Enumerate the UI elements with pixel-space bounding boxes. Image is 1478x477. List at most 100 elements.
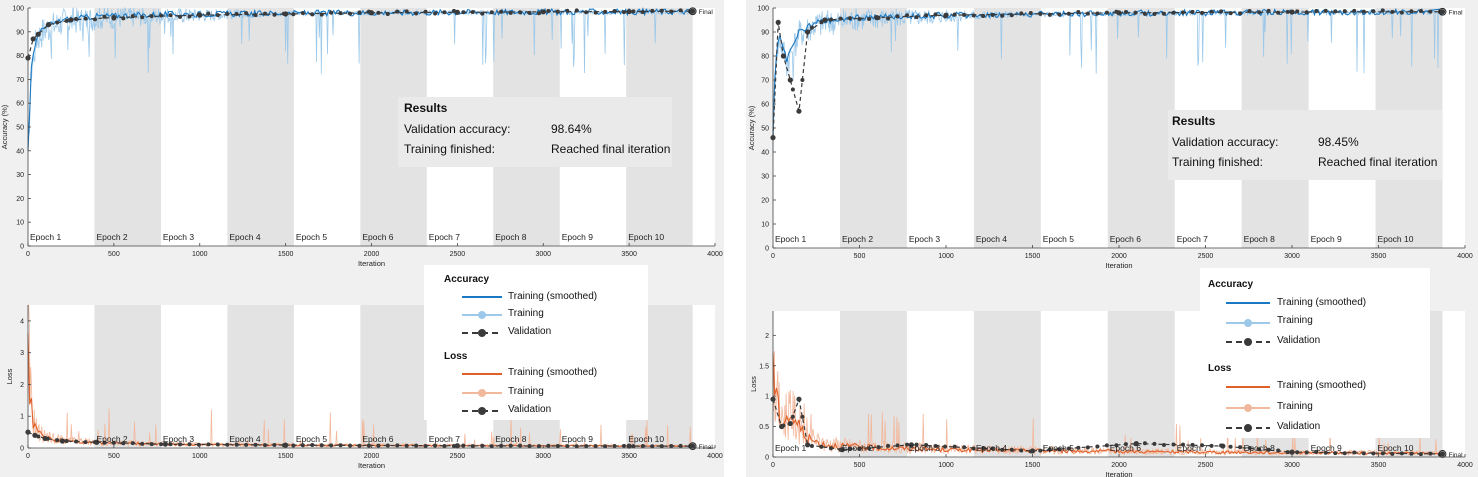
validation-point xyxy=(678,8,683,13)
validation-point xyxy=(1171,10,1176,15)
x-tick-label: 3500 xyxy=(1371,462,1387,469)
y-tick-label: 100 xyxy=(757,6,769,13)
validation-point xyxy=(1428,451,1433,456)
panel-separator xyxy=(724,0,746,477)
validation-point xyxy=(376,10,381,15)
epoch-label: Epoch 9 xyxy=(1311,443,1342,453)
legend-accuracy-item: Training (smoothed) xyxy=(1277,297,1367,308)
x-axis-title: Iteration xyxy=(1105,261,1132,270)
epoch-label: Epoch 7 xyxy=(1177,234,1208,244)
validation-point xyxy=(366,9,371,14)
x-tick-label: 2000 xyxy=(364,251,380,258)
validation-point xyxy=(414,443,419,448)
validation-point xyxy=(121,16,126,21)
validation-point xyxy=(168,13,173,18)
loss-plot: Final Epoch 1 Epoch 2 Epoch 3 Epoch 4 Epoch 5… xyxy=(749,311,1473,477)
final-label: Final xyxy=(1449,10,1464,17)
validation-point xyxy=(1009,13,1014,18)
validation-point xyxy=(1161,11,1166,16)
validation-point xyxy=(1019,448,1024,453)
validation-point xyxy=(565,8,570,13)
y-tick-label: 30 xyxy=(761,174,769,181)
epoch-band xyxy=(94,8,161,246)
validation-point xyxy=(800,414,805,419)
validation-point xyxy=(489,444,494,449)
final-marker xyxy=(688,7,697,16)
validation-point xyxy=(319,443,324,448)
validation-point xyxy=(59,438,65,444)
validation-accuracy-label: Validation accuracy: xyxy=(1172,135,1279,149)
validation-point xyxy=(612,8,617,13)
validation-point xyxy=(1314,9,1319,14)
epoch-label: Epoch 5 xyxy=(1043,234,1074,244)
y-tick-label: 0 xyxy=(765,455,769,462)
validation-point xyxy=(1295,450,1300,455)
validation-point xyxy=(781,423,786,428)
epoch-label: Epoch 8 xyxy=(495,434,526,444)
validation-point xyxy=(1095,11,1100,16)
validation-point xyxy=(1123,442,1128,447)
validation-point xyxy=(796,396,802,402)
validation-point xyxy=(1028,449,1033,454)
validation-point xyxy=(876,15,881,20)
results-box: Results Validation accuracy: 98.64% Trai… xyxy=(398,97,672,167)
validation-point xyxy=(1161,442,1166,447)
validation-point xyxy=(659,444,664,449)
validation-point xyxy=(828,17,833,22)
validation-point xyxy=(64,18,69,23)
y-tick-label: 60 xyxy=(761,102,769,109)
dashed-line-dot-icon xyxy=(1226,338,1270,346)
validation-point xyxy=(924,443,929,448)
validation-point xyxy=(886,443,891,448)
validation-point xyxy=(433,11,438,16)
validation-point xyxy=(83,440,88,445)
validation-point xyxy=(518,10,523,15)
validation-point xyxy=(1133,442,1138,447)
validation-point xyxy=(36,434,41,439)
validation-point xyxy=(981,445,986,450)
line-dot-icon xyxy=(462,389,502,397)
validation-point xyxy=(1238,445,1243,450)
validation-point xyxy=(1076,9,1081,14)
validation-point xyxy=(1390,9,1395,14)
validation-point xyxy=(1047,12,1052,17)
validation-point xyxy=(1228,444,1233,449)
epoch-label: Epoch 8 xyxy=(1244,234,1275,244)
results-title: Results xyxy=(1172,114,1216,128)
validation-point xyxy=(1152,441,1157,446)
x-tick-label: 2000 xyxy=(1111,253,1127,260)
validation-point xyxy=(1076,445,1081,450)
validation-point xyxy=(319,12,324,17)
validation-point xyxy=(300,443,305,448)
validation-point xyxy=(272,12,277,17)
x-tick-label: 2000 xyxy=(1111,462,1127,469)
epoch-band xyxy=(973,8,1041,248)
epoch-label: Epoch 10 xyxy=(1378,443,1414,453)
validation-point xyxy=(990,12,995,17)
validation-point xyxy=(781,53,786,58)
line-dot-icon xyxy=(462,311,502,319)
validation-point xyxy=(149,14,154,19)
validation-point xyxy=(838,16,843,21)
validation-point xyxy=(565,444,570,449)
legend-accuracy-item: Training xyxy=(1277,315,1313,326)
validation-point xyxy=(187,442,192,447)
x-tick-label: 500 xyxy=(108,453,120,460)
validation-point xyxy=(442,443,447,448)
validation-point xyxy=(395,443,400,448)
validation-point xyxy=(650,8,655,13)
validation-point xyxy=(1057,447,1062,452)
validation-point xyxy=(1028,10,1033,15)
validation-point xyxy=(45,22,50,27)
validation-point xyxy=(1295,9,1300,14)
validation-point xyxy=(338,443,343,448)
x-tick-label: 0 xyxy=(26,453,30,460)
validation-point xyxy=(1209,443,1214,448)
validation-point xyxy=(1352,450,1357,455)
validation-point xyxy=(775,19,781,25)
x-tick-label: 3000 xyxy=(1284,462,1300,469)
validation-point xyxy=(1133,10,1138,15)
dashed-line-dot-icon xyxy=(462,329,502,337)
validation-point xyxy=(1380,8,1385,13)
validation-point xyxy=(1019,11,1024,16)
